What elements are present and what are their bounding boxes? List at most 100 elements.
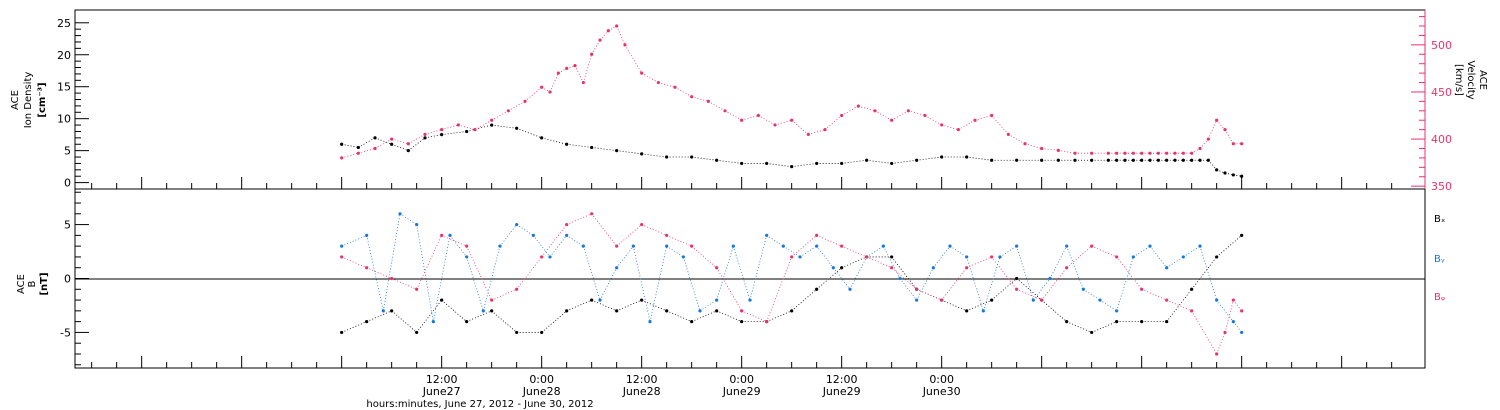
bfield-bx-point-trace: [916, 288, 942, 301]
bfield-bx-point-trace: [791, 288, 817, 312]
bfield-axis-label-1: ACE: [16, 274, 27, 294]
bfield-bz-point-trace: [1066, 245, 1092, 269]
bfield-by-point-trace: [516, 224, 534, 236]
bfield-by-point-trace: [466, 256, 484, 311]
density-point-trace: [641, 153, 667, 158]
velocity-point-trace: [1224, 129, 1234, 144]
density-tick-label: 20: [57, 49, 71, 62]
bfield-by-point-trace: [1199, 246, 1218, 301]
bfield-bz-point-trace: [1224, 299, 1234, 333]
bfield-bx-point-trace: [841, 256, 867, 269]
velocity-point-trace: [358, 148, 376, 154]
velocity-point-trace: [641, 72, 659, 83]
density-point-trace: [466, 124, 492, 132]
velocity-point-trace: [774, 119, 792, 126]
bfield-by-point-trace: [866, 245, 884, 258]
bfield-bz-point-trace: [1091, 245, 1117, 258]
density-point-trace: [541, 137, 567, 145]
bfield-bz-point-trace: [616, 224, 642, 247]
velocity-point-trace: [874, 110, 892, 121]
bfield-by-point-trace: [1233, 321, 1242, 333]
bfield-bx-point-trace: [1091, 321, 1117, 333]
bfield-bz-point-trace: [1233, 299, 1242, 312]
velocity-point-trace: [441, 124, 459, 131]
bfield-bx-point-trace: [941, 299, 967, 312]
time-tick-label: 12:00: [826, 373, 858, 386]
bfield-bx-point-trace: [641, 299, 667, 312]
bfield-by-point-trace: [599, 267, 618, 301]
velocity-axis-label-2: Velocity: [1465, 60, 1476, 99]
bfield-by-point-trace: [649, 246, 668, 322]
bfield-bx-point-trace: [816, 267, 842, 290]
bfield-bz-point-trace: [716, 267, 743, 312]
velocity-tick-label: 400: [1431, 133, 1452, 146]
density-point-trace: [791, 163, 817, 168]
bfield-by-point-trace: [533, 235, 551, 258]
velocity-point-trace: [458, 124, 476, 131]
density-point-trace: [716, 159, 742, 164]
bfield-bz-point: [440, 233, 444, 237]
density-tick-label: 5: [64, 145, 71, 158]
velocity-point-trace: [1008, 134, 1026, 145]
velocity-point-trace: [616, 25, 626, 46]
bfield-by-point-trace: [1216, 299, 1234, 322]
data-points: [340, 24, 1244, 356]
velocity-axis-label-1: ACE: [1477, 70, 1488, 90]
date-tick-label: June29: [722, 385, 761, 398]
bfield-by-point-trace: [416, 224, 434, 322]
bfield-tick-label: 5: [64, 219, 71, 232]
bfield-by-point-trace: [982, 256, 1001, 311]
bfield-by-point-trace: [549, 235, 567, 258]
bfield-bz-point-trace: [1166, 299, 1192, 312]
bfield-bx-point-trace: [341, 321, 367, 333]
velocity-point-trace: [1058, 149, 1076, 154]
bfield-by-point-trace: [882, 245, 901, 279]
velocity-point-trace: [991, 115, 1009, 135]
bfield-axis-label-2: B: [27, 280, 38, 287]
bfield-by-point-trace: [341, 235, 367, 247]
bfield-bx-point-trace: [366, 310, 392, 322]
velocity-point-trace: [724, 110, 742, 121]
bfield-by-point-trace: [682, 256, 701, 311]
date-tick-label: June28: [622, 385, 661, 398]
bfield-by-point-trace: [783, 245, 801, 258]
bfield-bx-point-trace: [1066, 321, 1092, 333]
velocity-point: [1240, 142, 1244, 146]
bfield-bz-point-trace: [1191, 310, 1218, 355]
bfield-by-point-trace: [916, 267, 934, 301]
velocity-point-trace: [858, 105, 876, 112]
density-point-trace: [1216, 169, 1226, 174]
density-tick-label: 10: [57, 113, 71, 126]
date-tick-label: June27: [422, 385, 461, 398]
bfield-by-point-trace: [849, 256, 868, 290]
density-point: [1240, 174, 1244, 178]
velocity-point-trace: [574, 65, 584, 83]
date-tick-label: June29: [822, 385, 861, 398]
bfield-axis: -5 0 5: [60, 191, 89, 366]
legend-bz: Bᵩ: [1434, 292, 1445, 303]
bfield-bx-point-trace: [716, 310, 742, 322]
bfield-by-point-trace: [1116, 256, 1134, 311]
bfield-bz-point-trace: [741, 310, 767, 322]
bfield-bz-point-trace: [1141, 288, 1167, 301]
time-tick-label: 0:00: [729, 373, 754, 386]
velocity-point-trace: [958, 119, 976, 130]
time-tick-label: 0:00: [929, 373, 954, 386]
bfield-bz-point-trace: [991, 256, 1017, 290]
density-tick-label: 15: [57, 81, 71, 94]
bfield-by-point-trace: [382, 213, 401, 311]
density-point-trace: [441, 131, 467, 136]
density-point-trace: [966, 156, 992, 161]
bfield-by-point-trace: [933, 245, 951, 268]
density-tick-label: 0: [64, 177, 71, 190]
bfield-bz-point-trace: [966, 256, 992, 269]
bfield-by-point-trace: [482, 246, 501, 311]
velocity-tick-label: 500: [1431, 39, 1452, 52]
density-point-trace: [591, 147, 617, 152]
time-tick-label: 0:00: [529, 373, 554, 386]
bfield-by-point-trace: [1149, 245, 1167, 268]
velocity-point: [1023, 142, 1027, 146]
velocity-point-trace: [1024, 143, 1042, 149]
bfield-bz-point-trace: [941, 267, 967, 301]
bfield-by-point-trace: [1166, 256, 1184, 269]
